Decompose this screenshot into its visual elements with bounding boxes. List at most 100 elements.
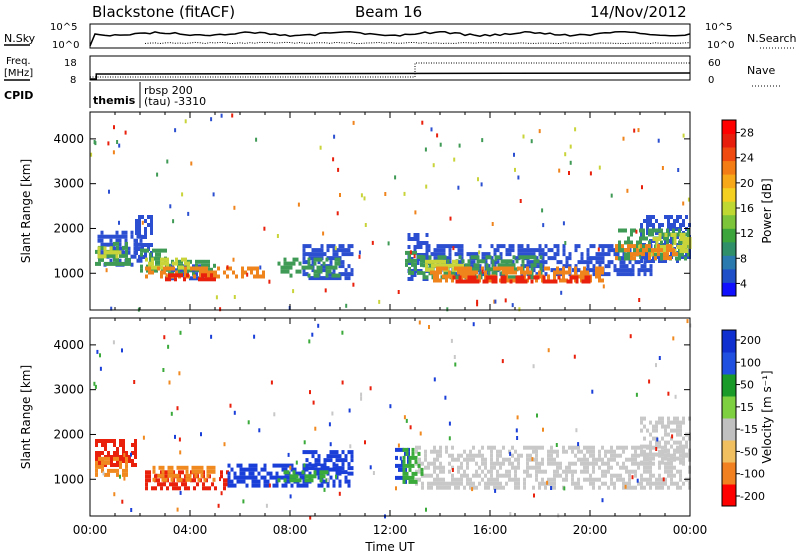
echo-cell xyxy=(107,261,110,266)
echo-cell xyxy=(568,270,571,275)
echo-cell xyxy=(532,445,535,450)
echo-cell xyxy=(116,456,119,461)
echo-cell xyxy=(292,289,295,294)
echo-cell xyxy=(469,266,472,271)
echo-cell xyxy=(673,428,676,433)
echo-cell xyxy=(163,266,166,271)
echo-cell xyxy=(437,259,440,264)
echo-cell xyxy=(670,460,673,465)
echo-cell xyxy=(517,248,521,253)
echo-cell xyxy=(336,211,339,216)
echo-cell xyxy=(636,248,639,253)
echo-cell xyxy=(487,445,490,450)
echo-cell xyxy=(440,255,444,260)
echo-cell xyxy=(341,380,344,385)
echo-cell xyxy=(646,251,649,255)
echo-cell xyxy=(408,467,412,472)
echo-cell xyxy=(347,276,351,281)
echo-cell xyxy=(307,273,311,278)
echo-cell xyxy=(332,466,336,471)
echo-cell xyxy=(242,475,246,480)
echo-cell xyxy=(646,477,649,482)
colorbar-tick-label: -100 xyxy=(740,468,765,481)
echo-cell xyxy=(309,390,311,395)
colorbar-swatch xyxy=(722,214,736,229)
echo-cell xyxy=(517,175,520,180)
echo-cell xyxy=(141,235,144,239)
echo-cell xyxy=(568,469,571,474)
echo-cell xyxy=(631,457,634,462)
echo-cell xyxy=(350,272,354,277)
echo-cell xyxy=(466,481,469,486)
echo-cell xyxy=(562,469,565,474)
echo-cell xyxy=(420,471,424,476)
echo-cell xyxy=(467,263,471,268)
echo-cell xyxy=(640,255,643,259)
echo-cell xyxy=(195,259,198,264)
echo-cell xyxy=(304,265,308,270)
echo-cell xyxy=(541,256,545,261)
echo-cell xyxy=(212,477,216,482)
echo-cell xyxy=(161,473,165,478)
echo-cell xyxy=(319,257,323,262)
echo-cell xyxy=(177,267,180,272)
echo-cell xyxy=(181,257,184,262)
echo-cell xyxy=(150,219,153,223)
echo-cell xyxy=(394,175,397,180)
echo-cell xyxy=(651,228,654,233)
echo-cell xyxy=(118,143,121,148)
echo-cell xyxy=(466,270,469,275)
echo-cell xyxy=(144,227,147,231)
echo-cell xyxy=(657,244,660,249)
nave-label: Nave xyxy=(747,64,775,77)
echo-cell xyxy=(679,477,682,482)
echo-cell xyxy=(180,268,183,273)
echo-cell xyxy=(634,461,637,466)
echo-cell xyxy=(286,269,290,274)
echo-cell xyxy=(641,185,643,190)
echo-cell xyxy=(630,252,633,257)
echo-cell xyxy=(335,474,337,479)
echo-cell xyxy=(523,264,527,269)
echo-cell xyxy=(263,463,267,468)
echo-cell xyxy=(242,471,246,476)
echo-cell xyxy=(146,248,149,253)
echo-cell xyxy=(639,254,642,259)
echo-cell xyxy=(410,277,414,281)
echo-cell xyxy=(541,260,545,265)
echo-cell xyxy=(480,182,483,187)
echo-cell xyxy=(415,477,418,482)
echo-cell xyxy=(109,258,113,263)
echo-cell xyxy=(553,268,557,273)
echo-cell xyxy=(106,250,110,255)
echo-cell xyxy=(347,450,351,455)
echo-cell xyxy=(676,481,679,486)
echo-cell xyxy=(460,461,463,466)
echo-cell xyxy=(163,257,166,262)
echo-cell xyxy=(679,453,682,458)
echo-cell xyxy=(451,445,454,450)
y-tick-label: 2000 xyxy=(53,427,84,441)
echo-cell xyxy=(442,248,446,253)
echo-cell xyxy=(631,469,634,474)
echo-cell xyxy=(550,449,553,454)
echo-cell xyxy=(595,461,598,466)
echo-cell xyxy=(646,227,649,231)
echo-cell xyxy=(427,473,430,478)
echo-cell xyxy=(341,244,345,249)
echo-cell xyxy=(167,465,171,470)
echo-cell xyxy=(430,481,433,486)
echo-cell xyxy=(685,241,689,245)
colorbar-swatch xyxy=(722,147,736,162)
echo-cell xyxy=(266,471,270,476)
echo-cell xyxy=(427,248,431,253)
echo-cell xyxy=(622,260,626,265)
echo-cell xyxy=(311,252,315,257)
echo-cell xyxy=(181,482,184,487)
velocity-x-axis: 00:00 04:00 08:00 12:00 16:00 20:00 00:00 xyxy=(73,318,707,537)
echo-cell xyxy=(494,488,497,493)
echo-cell xyxy=(547,457,550,462)
echo-cell xyxy=(326,244,330,249)
echo-cell xyxy=(516,415,519,420)
echo-cell xyxy=(439,469,442,474)
